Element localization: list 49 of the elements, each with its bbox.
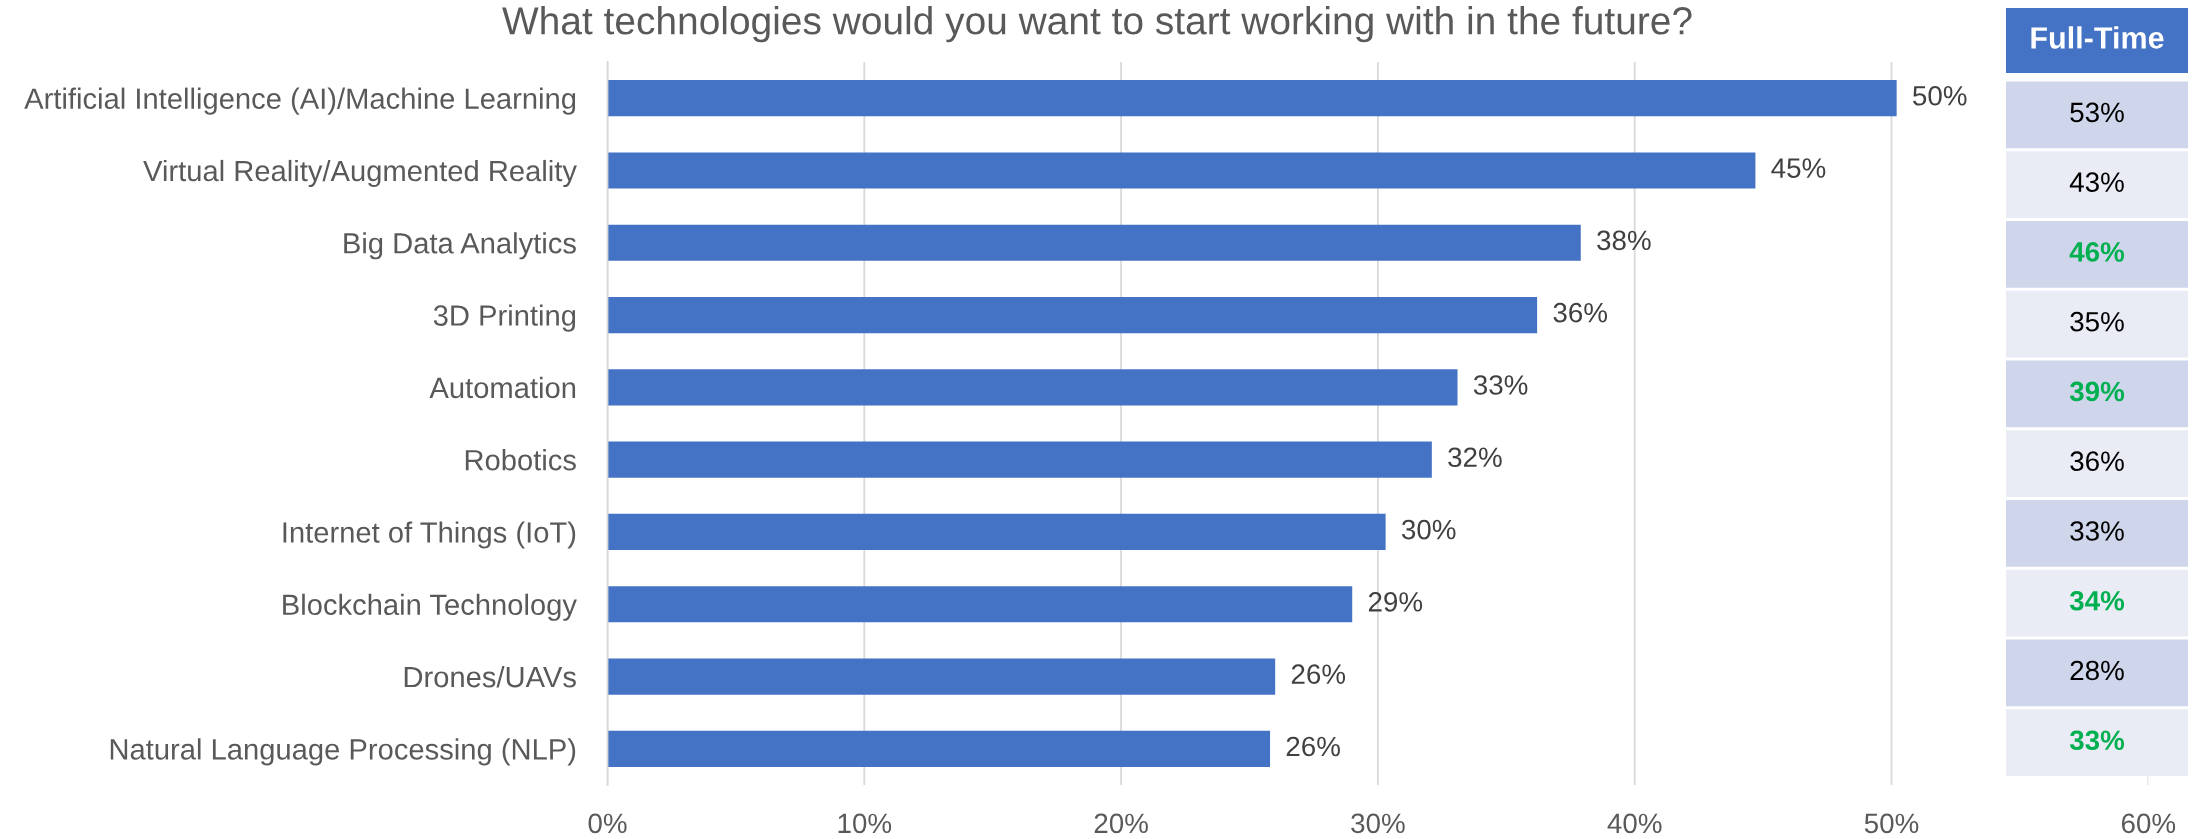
data-label: 33% xyxy=(1473,375,1528,395)
x-tick-label: 50% xyxy=(1864,813,1919,834)
data-label: 38% xyxy=(1597,230,1651,251)
y-tick-label: Robotics xyxy=(465,449,576,471)
text: 39% xyxy=(2069,381,2125,402)
text: 53% xyxy=(2070,102,2124,123)
text: 34% xyxy=(2069,590,2125,611)
text: 46% xyxy=(2069,242,2125,262)
x-tick-label: 0% xyxy=(588,813,627,834)
bar xyxy=(607,224,1581,261)
text: 33% xyxy=(2069,730,2125,751)
data-label: 36% xyxy=(1553,302,1607,323)
x-tick-label: 20% xyxy=(1094,813,1148,834)
data-label: 26% xyxy=(1286,736,1340,757)
data-label: 30% xyxy=(1401,519,1456,540)
y-tick-label: Artificial Intelligence (AI)/Machine Learning xyxy=(24,87,576,115)
text: 28% xyxy=(2070,660,2124,681)
bar xyxy=(607,296,1538,334)
text: 43% xyxy=(2069,172,2124,192)
text: 35% xyxy=(2070,311,2124,332)
text: 33% xyxy=(2070,521,2124,541)
data-label: 45% xyxy=(1771,158,1826,178)
text: 36% xyxy=(2070,451,2124,472)
data-label: 50% xyxy=(1913,85,1967,106)
bar xyxy=(607,80,1897,117)
bar xyxy=(607,586,1353,623)
bar xyxy=(607,658,1276,695)
data-label: 26% xyxy=(1291,664,1346,685)
y-tick-label: Natural Language Processing (NLP) xyxy=(110,738,576,766)
x-tick-label: 60% xyxy=(2121,813,2176,834)
y-tick-label: Big Data Analytics xyxy=(344,232,576,260)
bar xyxy=(607,513,1386,551)
y-tick-label: Blockchain Technology xyxy=(283,593,577,621)
y-tick-label: Drones/UAVs xyxy=(404,665,576,688)
bar xyxy=(607,730,1271,767)
y-tick-label: Virtual Reality/Augmented Reality xyxy=(143,159,577,188)
data-label: 29% xyxy=(1368,592,1423,612)
y-tick-label: Automation xyxy=(429,376,576,399)
text: Full-Time xyxy=(2031,26,2164,49)
x-tick-label: 10% xyxy=(838,813,892,834)
chart-title: What technologies would you want to start working with in the future? xyxy=(502,6,1692,43)
data-label: 32% xyxy=(1448,447,1502,468)
x-tick-label: 30% xyxy=(1351,813,1405,834)
y-tick-label: 3D Printing xyxy=(433,304,576,332)
x-tick-label: 40% xyxy=(1607,813,1662,834)
bar xyxy=(607,441,1432,478)
bar xyxy=(607,369,1458,406)
bar xyxy=(607,152,1756,189)
y-tick-label: Internet of Things (IoT) xyxy=(283,521,576,549)
